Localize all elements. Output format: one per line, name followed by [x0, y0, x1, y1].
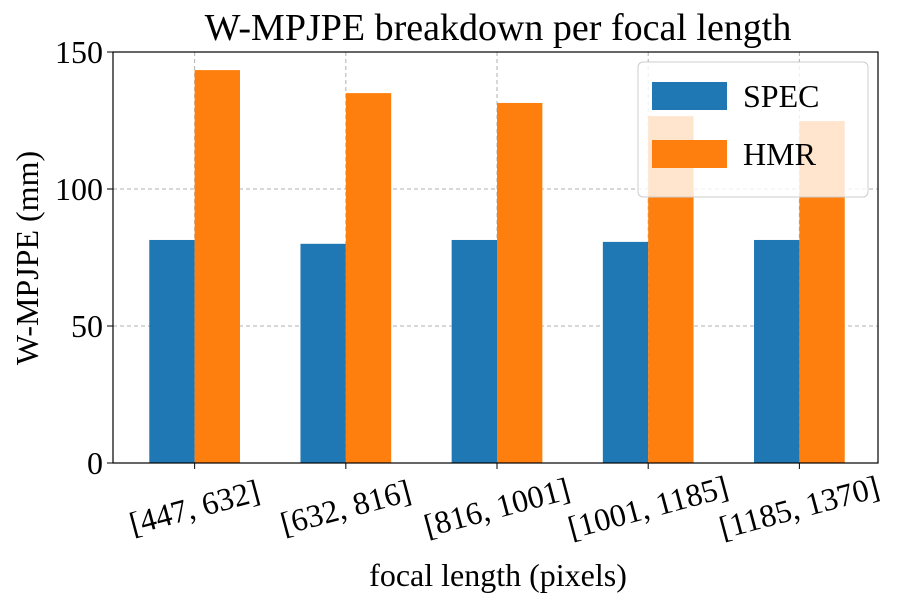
- legend-label: SPEC: [743, 78, 819, 114]
- bar: [754, 239, 800, 463]
- legend-swatch: [652, 140, 727, 168]
- x-tick-label: [816, 1001]: [420, 470, 574, 543]
- x-tick-label: [447, 632]: [125, 472, 263, 541]
- bar: [194, 70, 240, 464]
- y-axis-label: W-MPJPE (mm): [9, 151, 45, 365]
- x-tick-label: [1185, 1370]: [715, 468, 883, 545]
- bar: [497, 102, 543, 464]
- x-axis-label: focal length (pixels): [369, 557, 627, 593]
- y-tick-label: 50: [71, 308, 103, 344]
- bar: [451, 239, 498, 463]
- bar: [602, 241, 649, 463]
- legend-label: HMR: [743, 136, 817, 172]
- x-tick-label: [632, 816]: [277, 472, 415, 541]
- y-tick-label: 100: [55, 171, 103, 207]
- y-tick-label: 0: [87, 445, 103, 481]
- x-tick-label: [1001, 1185]: [564, 468, 732, 545]
- legend-swatch: [652, 82, 727, 110]
- bar: [345, 93, 392, 463]
- plot-frame: [112, 51, 879, 464]
- bar: [300, 243, 346, 463]
- bar: [149, 239, 195, 463]
- y-tick-label: 150: [55, 34, 103, 70]
- chart-title: W-MPJPE breakdown per focal length: [205, 7, 792, 49]
